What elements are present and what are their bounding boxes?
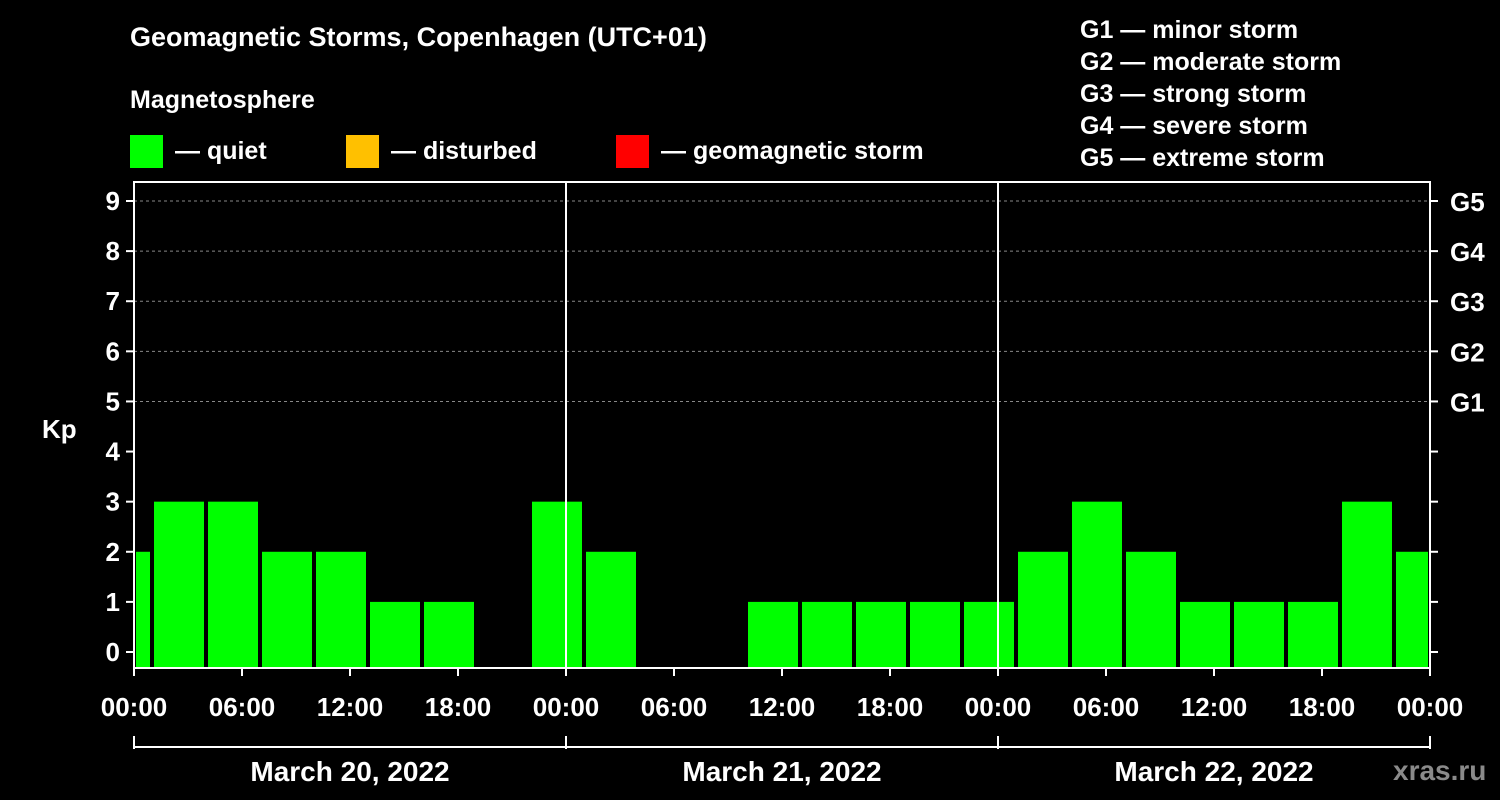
x-tick-label: 06:00 [209,692,276,722]
kp-bar-13 [802,601,852,668]
y-tick-label: 1 [106,587,120,617]
kp-bar-8 [532,501,582,668]
x-tick-label: 00:00 [965,692,1032,722]
g-scale-label: G5 [1450,187,1485,217]
kp-bar-4 [316,551,366,668]
legend-swatch-quiet [130,134,163,168]
kp-bar-24 [1396,551,1428,668]
watermark: xras.ru [1393,755,1487,786]
x-tick-label: 06:00 [641,692,708,722]
legend-label-storm: — geomagnetic storm [661,136,924,165]
kp-bar-14 [856,601,906,668]
g-scale-g3: G3 — strong storm [1080,80,1307,108]
g-scale-legend: G1 — minor storm G2 — moderate storm G3 … [1080,14,1341,174]
legend-swatch-disturbed [346,134,379,168]
y-tick-label: 7 [106,286,120,316]
legend-item-disturbed: — disturbed [346,134,537,168]
kp-bar-23 [1342,501,1392,668]
kp-bar-5 [370,601,420,668]
kp-bar-19 [1126,551,1176,668]
g-scale-label: G2 [1450,337,1485,367]
day-label: March 21, 2022 [682,756,881,787]
legend-item-storm: — geomagnetic storm [616,134,924,168]
g-scale-g1: G1 — minor storm [1080,16,1299,44]
kp-bar-15 [910,601,960,668]
chart-subtitle: Magnetosphere [130,86,315,114]
x-tick-label: 18:00 [425,692,492,722]
chart-title: Geomagnetic Storms, Copenhagen (UTC+01) [130,22,707,52]
kp-bar-18 [1072,501,1122,668]
kp-bar-3 [262,551,312,668]
legend-item-quiet: — quiet [130,134,267,168]
kp-bar-16 [964,601,1014,668]
day-label: March 22, 2022 [1114,756,1313,787]
legend-swatch-storm [616,134,649,168]
legend-label-quiet: — quiet [175,136,267,165]
g-scale-g4: G4 — severe storm [1080,112,1308,140]
g-scale-g2: G2 — moderate storm [1080,48,1342,76]
x-tick-label: 12:00 [1181,692,1248,722]
y-axis-label: Kp [42,414,77,444]
g-scale-label: G3 [1450,287,1485,317]
g-scale-label: G1 [1450,387,1485,417]
kp-bar-1 [154,501,204,668]
x-tick-label: 18:00 [1289,692,1356,722]
y-tick-label: 2 [106,537,120,567]
x-tick-label: 12:00 [749,692,816,722]
kp-bar-17 [1018,551,1068,668]
day-label: March 20, 2022 [250,756,449,787]
y-tick-label: 5 [106,386,120,416]
x-tick-label: 00:00 [101,692,168,722]
g-scale-label: G4 [1450,237,1485,267]
kp-bar-21 [1234,601,1284,668]
x-tick-label: 12:00 [317,692,384,722]
x-tick-label: 00:00 [1397,692,1464,722]
x-tick-label: 18:00 [857,692,924,722]
y-tick-label: 0 [106,637,120,667]
y-tick-label: 4 [106,437,121,467]
kp-bar-0 [136,551,150,668]
kp-bar-2 [208,501,258,668]
legend-label-disturbed: — disturbed [391,136,537,165]
x-tick-label: 06:00 [1073,692,1140,722]
kp-bar-6 [424,601,474,668]
g-scale-g5: G5 — extreme storm [1080,144,1325,172]
y-tick-label: 6 [106,336,120,366]
kp-bar-9 [586,551,636,668]
kp-bar-20 [1180,601,1230,668]
y-tick-label: 8 [106,236,120,266]
x-tick-label: 00:00 [533,692,600,722]
y-tick-label: 9 [106,186,120,216]
kp-bar-12 [748,601,798,668]
kp-bar-22 [1288,601,1338,668]
y-tick-label: 3 [106,487,120,517]
